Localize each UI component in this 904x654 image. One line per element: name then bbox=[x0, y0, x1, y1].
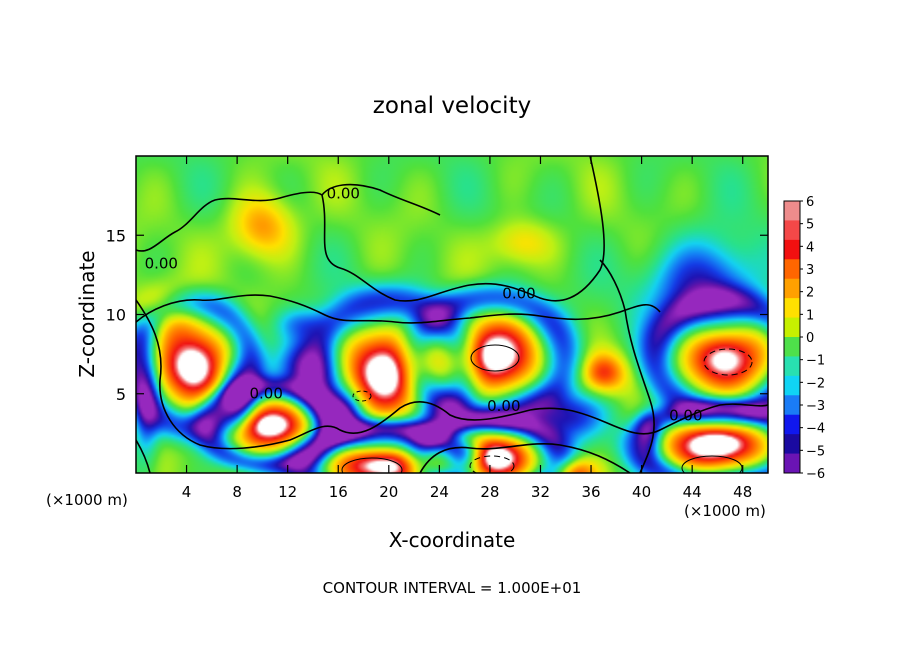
contour-labels: 0.00 0.00 0.00 0.00 0.00 0.00 bbox=[145, 185, 703, 425]
colorbar-label: 2 bbox=[806, 286, 814, 301]
colorbar-label: −4 bbox=[806, 422, 825, 437]
contour-core-44 bbox=[703, 348, 753, 376]
colorbar-swatch bbox=[784, 375, 800, 396]
contour-line-bottom bbox=[136, 439, 151, 473]
x-tick-label: 32 bbox=[531, 483, 550, 501]
x-tick-label: 36 bbox=[581, 483, 600, 501]
x-axis-label: X-coordinate bbox=[389, 528, 516, 552]
colorbar-swatch bbox=[784, 317, 800, 338]
colorbar-swatch bbox=[784, 337, 800, 357]
x-unit-right: (×1000 m) bbox=[684, 502, 766, 520]
y-axis-ticks: 5 10 15 bbox=[106, 226, 768, 404]
x-tick-label: 8 bbox=[232, 483, 242, 501]
colorbar-swatch bbox=[784, 395, 800, 416]
contour-line-upper-2 bbox=[321, 183, 441, 216]
contour-core-bottom-20 bbox=[341, 457, 403, 473]
colorbar-swatch bbox=[784, 239, 800, 260]
contour-line-lower-left bbox=[136, 299, 768, 450]
heatmap-image bbox=[136, 156, 768, 473]
x-tick-label: 4 bbox=[182, 483, 192, 501]
contour-label: 0.00 bbox=[669, 407, 702, 425]
contour-core-bottom-28 bbox=[469, 455, 515, 473]
contour-core-20 bbox=[352, 390, 372, 402]
colorbar-swatch bbox=[784, 453, 800, 474]
x-axis-ticks: 4 8 12 16 20 24 28 32 36 40 44 48 bbox=[182, 156, 752, 501]
colorbar-swatch bbox=[784, 434, 800, 455]
colorbar-swatch bbox=[784, 298, 800, 319]
contour-interval-note: CONTOUR INTERVAL = 1.000E+01 bbox=[323, 579, 582, 597]
contour-line-mid bbox=[136, 294, 661, 324]
contour-line-right bbox=[599, 259, 655, 473]
contour-line-lower-right bbox=[419, 442, 631, 473]
x-tick-label: 12 bbox=[278, 483, 297, 501]
contour-line-upper bbox=[136, 156, 605, 302]
x-tick-label: 28 bbox=[480, 483, 499, 501]
colorbar-label: 3 bbox=[806, 263, 814, 278]
contour-label: 0.00 bbox=[249, 384, 282, 402]
zero-contour-lines bbox=[136, 156, 768, 473]
contour-label: 0.00 bbox=[502, 284, 535, 302]
colorbar-label: −6 bbox=[806, 467, 825, 482]
x-tick-label: 24 bbox=[430, 483, 449, 501]
colorbar-label: 6 bbox=[806, 195, 814, 210]
colorbar-label: 0 bbox=[806, 331, 814, 346]
x-tick-label: 20 bbox=[379, 483, 398, 501]
y-axis-label: Z-coordinate bbox=[75, 250, 99, 377]
x-unit-left: (×1000 m) bbox=[46, 491, 128, 509]
colorbar-swatch bbox=[784, 201, 800, 221]
x-tick-label: 16 bbox=[329, 483, 348, 501]
colorbar-swatch bbox=[784, 220, 800, 241]
contour-label: 0.00 bbox=[145, 254, 178, 272]
colorbar-swatch bbox=[784, 278, 800, 299]
y-tick-label: 15 bbox=[106, 226, 126, 245]
colorbar-label: 1 bbox=[806, 308, 814, 323]
y-tick-label: 5 bbox=[116, 385, 126, 404]
contour-label: 0.00 bbox=[487, 397, 520, 415]
colorbar: 6 5 4 3 2 1 0 −1 −2 −3 −4 −5 −6 bbox=[783, 195, 825, 482]
colorbar-label: −1 bbox=[806, 354, 825, 369]
x-tick-label: 48 bbox=[733, 483, 752, 501]
heatmap-field: 0.00 0.00 0.00 0.00 0.00 0.00 bbox=[136, 156, 768, 473]
colorbar-swatch bbox=[784, 414, 800, 435]
contour-core-28 bbox=[470, 344, 520, 372]
x-tick-label: 44 bbox=[683, 483, 702, 501]
colorbar-label: −5 bbox=[806, 444, 825, 459]
chart-title: zonal velocity bbox=[373, 93, 531, 119]
colorbar-swatch bbox=[784, 356, 800, 377]
contour-label: 0.00 bbox=[327, 185, 360, 203]
colorbar-label: 4 bbox=[806, 240, 814, 255]
contour-core-bottom-46 bbox=[681, 455, 743, 473]
y-tick-label: 10 bbox=[106, 306, 126, 325]
colorbar-label: 5 bbox=[806, 218, 814, 233]
colorbar-label: −2 bbox=[806, 376, 825, 391]
colorbar-swatch bbox=[784, 259, 800, 280]
colorbar-label: −3 bbox=[806, 399, 825, 414]
x-tick-label: 40 bbox=[632, 483, 651, 501]
